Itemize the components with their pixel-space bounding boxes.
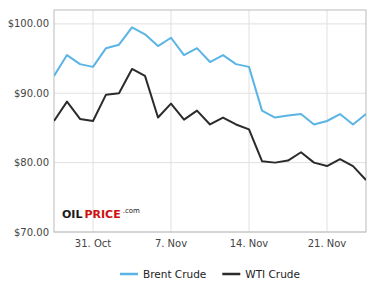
y-tick-label: $90.00 [14, 88, 49, 99]
x-tick-label: 7. Nov [155, 238, 187, 249]
y-tick-label: $80.00 [14, 157, 49, 168]
plot-frame [54, 10, 366, 232]
y-grid-line [54, 162, 366, 163]
legend: Brent Crude WTI Crude [120, 268, 300, 280]
x-tick-label: 31. Oct [75, 238, 111, 249]
legend-item: WTI Crude [222, 268, 300, 280]
y-grid-line [54, 93, 366, 94]
lines [54, 27, 366, 180]
annotation: .com [123, 207, 140, 215]
grid [54, 10, 366, 232]
y-tick-label: $100.00 [8, 18, 49, 29]
annotation: OIL [62, 208, 82, 221]
y-grid-line [54, 23, 366, 24]
x-grid-line [171, 10, 172, 232]
legend-label: Brent Crude [143, 268, 206, 280]
x-tick-label: 14. Nov [230, 238, 269, 249]
series-line [54, 27, 366, 124]
series-line [54, 69, 366, 180]
legend-swatch [120, 273, 138, 276]
x-grid-line [249, 10, 250, 232]
legend-label: WTI Crude [245, 268, 300, 280]
chart: $70.00 $80.00 $90.00 $100.00 31. Oct 7. Nov 14… [0, 0, 378, 300]
legend-swatch [222, 273, 240, 276]
legend-item: Brent Crude [120, 268, 206, 280]
annotation: PRICE [84, 208, 120, 221]
x-tick-label: 21. Nov [308, 238, 347, 249]
y-tick-label: $70.00 [14, 227, 49, 238]
